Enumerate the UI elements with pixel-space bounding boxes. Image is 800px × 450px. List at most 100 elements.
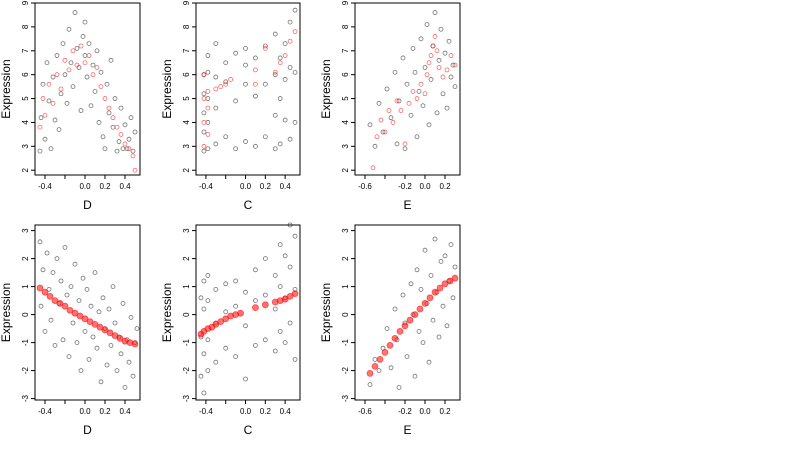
x-tick-label: 0.4 bbox=[119, 182, 131, 191]
data-point bbox=[90, 72, 96, 78]
data-point bbox=[233, 303, 239, 309]
data-point bbox=[96, 323, 104, 331]
x-axis-label: C bbox=[244, 198, 253, 212]
data-point bbox=[58, 86, 64, 92]
data-point bbox=[132, 129, 138, 135]
data-point bbox=[388, 115, 394, 121]
data-point bbox=[421, 299, 429, 307]
data-point bbox=[213, 141, 219, 147]
data-point bbox=[42, 112, 48, 118]
data-point bbox=[66, 26, 72, 32]
data-point bbox=[223, 345, 229, 351]
data-point bbox=[213, 286, 219, 292]
data-point bbox=[392, 69, 398, 75]
data-point bbox=[282, 53, 288, 58]
data-point bbox=[253, 143, 258, 149]
data-point bbox=[98, 84, 104, 90]
data-point bbox=[420, 103, 426, 109]
data-point bbox=[448, 53, 454, 58]
y-tick-label: 4 bbox=[182, 120, 191, 125]
data-point bbox=[74, 45, 80, 51]
data-point bbox=[78, 108, 84, 113]
data-point bbox=[38, 303, 44, 309]
data-point bbox=[112, 320, 118, 326]
plot-frame bbox=[195, 2, 301, 176]
data-point bbox=[444, 323, 450, 329]
data-point bbox=[282, 41, 288, 47]
data-point bbox=[106, 329, 114, 337]
x-tick-label: 0.2 bbox=[260, 407, 272, 416]
data-point bbox=[223, 309, 229, 315]
y-tick-label: 9 bbox=[341, 0, 350, 5]
x-tick-label: 0.0 bbox=[79, 182, 91, 191]
data-point bbox=[253, 55, 258, 61]
data-point bbox=[237, 309, 244, 317]
data-point bbox=[54, 53, 60, 58]
data-point bbox=[420, 340, 426, 346]
data-point bbox=[378, 117, 384, 123]
y-tick-label: 7 bbox=[182, 48, 191, 53]
data-point bbox=[428, 53, 434, 58]
y-tick-label: 8 bbox=[341, 24, 350, 29]
data-point bbox=[104, 81, 110, 87]
y-tick-label: 3 bbox=[182, 228, 191, 233]
x-tick-label: -0.2 bbox=[398, 182, 412, 191]
data-point bbox=[440, 91, 446, 97]
data-point bbox=[422, 91, 428, 97]
y-tick-label: 2 bbox=[182, 256, 191, 261]
scatter-panel-1: -0.4 0.0 0.2 0.4 2 3 4 5 6 7 8 9 D Expression bbox=[0, 0, 141, 212]
data-point bbox=[253, 342, 258, 348]
data-point bbox=[74, 340, 80, 346]
data-point bbox=[450, 295, 456, 301]
data-point bbox=[277, 328, 283, 334]
data-point bbox=[406, 316, 414, 324]
data-point bbox=[101, 326, 109, 334]
data-point bbox=[112, 96, 118, 101]
data-point bbox=[201, 120, 207, 125]
scatter-panel-5: -0.4 0.0 0.2 0.4 -3 -2 -1 0 1 2 3 C Expression bbox=[160, 222, 301, 437]
data-point bbox=[376, 100, 382, 106]
data-point bbox=[404, 354, 410, 360]
y-tick-label: 3 bbox=[21, 144, 30, 149]
y-tick-label: 9 bbox=[21, 0, 30, 5]
data-point bbox=[86, 318, 94, 326]
data-point bbox=[372, 356, 378, 362]
data-point bbox=[262, 337, 268, 343]
data-point bbox=[292, 29, 298, 35]
data-point bbox=[450, 62, 456, 68]
data-point bbox=[392, 306, 398, 312]
y-tick-label: 0 bbox=[21, 312, 30, 317]
data-point bbox=[86, 41, 92, 47]
data-point bbox=[212, 320, 220, 328]
data-point bbox=[54, 72, 60, 78]
x-tick-label: 0.4 bbox=[280, 407, 292, 416]
data-point bbox=[126, 146, 132, 152]
data-point bbox=[58, 91, 64, 97]
y-tick-label: 2 bbox=[21, 256, 30, 261]
data-point bbox=[81, 315, 89, 323]
data-point bbox=[436, 284, 444, 292]
data-point bbox=[233, 278, 239, 284]
data-point bbox=[60, 41, 66, 47]
data-point bbox=[374, 134, 380, 140]
data-point bbox=[62, 57, 68, 63]
data-point bbox=[281, 295, 289, 303]
data-point bbox=[90, 334, 96, 340]
data-point bbox=[426, 294, 434, 302]
data-point bbox=[233, 98, 239, 104]
data-point bbox=[233, 354, 239, 360]
fitted-points bbox=[36, 284, 139, 348]
data-point bbox=[286, 292, 294, 300]
data-point bbox=[448, 74, 454, 80]
data-point bbox=[408, 281, 414, 287]
data-point bbox=[76, 298, 82, 304]
data-point bbox=[436, 334, 442, 340]
data-point bbox=[287, 264, 293, 270]
y-tick-label: 7 bbox=[341, 48, 350, 53]
data-point bbox=[272, 348, 278, 354]
data-point bbox=[72, 261, 78, 267]
data-point bbox=[243, 376, 248, 382]
data-point bbox=[442, 50, 448, 56]
data-point bbox=[367, 122, 373, 128]
data-point bbox=[198, 373, 204, 379]
